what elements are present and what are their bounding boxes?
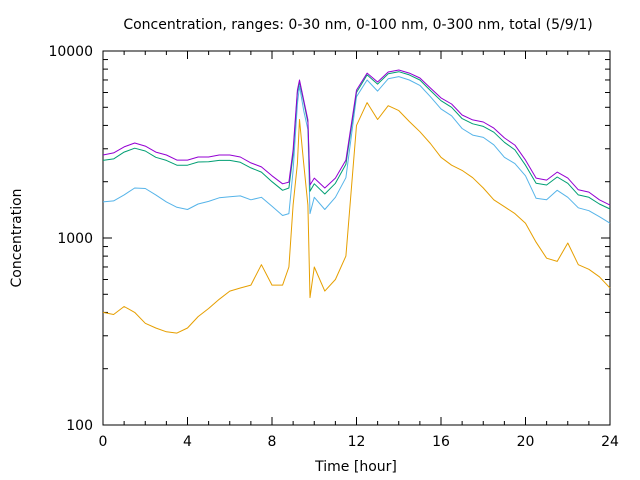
series-line-0-100-nm xyxy=(102,76,611,224)
y-tick-label: 1000 xyxy=(57,231,93,247)
x-tick-label: 24 xyxy=(601,434,619,450)
x-tick-label: 12 xyxy=(348,434,366,450)
series-line-0-30-nm xyxy=(102,102,611,334)
y-axis: 100 1000 10000 xyxy=(48,44,610,434)
series-group xyxy=(102,69,611,334)
x-tick-label: 20 xyxy=(517,434,535,450)
x-tick-label: 0 xyxy=(99,434,108,450)
series-line-0-300-nm xyxy=(102,71,611,210)
x-axis: 0 4 8 12 16 20 24 xyxy=(99,51,619,450)
series-line-total xyxy=(102,69,611,206)
y-axis-label: Concentration xyxy=(9,188,25,287)
x-tick-label: 4 xyxy=(183,434,192,450)
y-tick-label: 10000 xyxy=(48,44,93,60)
x-axis-label: Time [hour] xyxy=(314,459,397,475)
chart-title: Concentration, ranges: 0-30 nm, 0-100 nm… xyxy=(123,17,592,33)
x-tick-label: 16 xyxy=(432,434,450,450)
y-tick-label: 100 xyxy=(66,418,93,434)
x-tick-label: 8 xyxy=(268,434,277,450)
